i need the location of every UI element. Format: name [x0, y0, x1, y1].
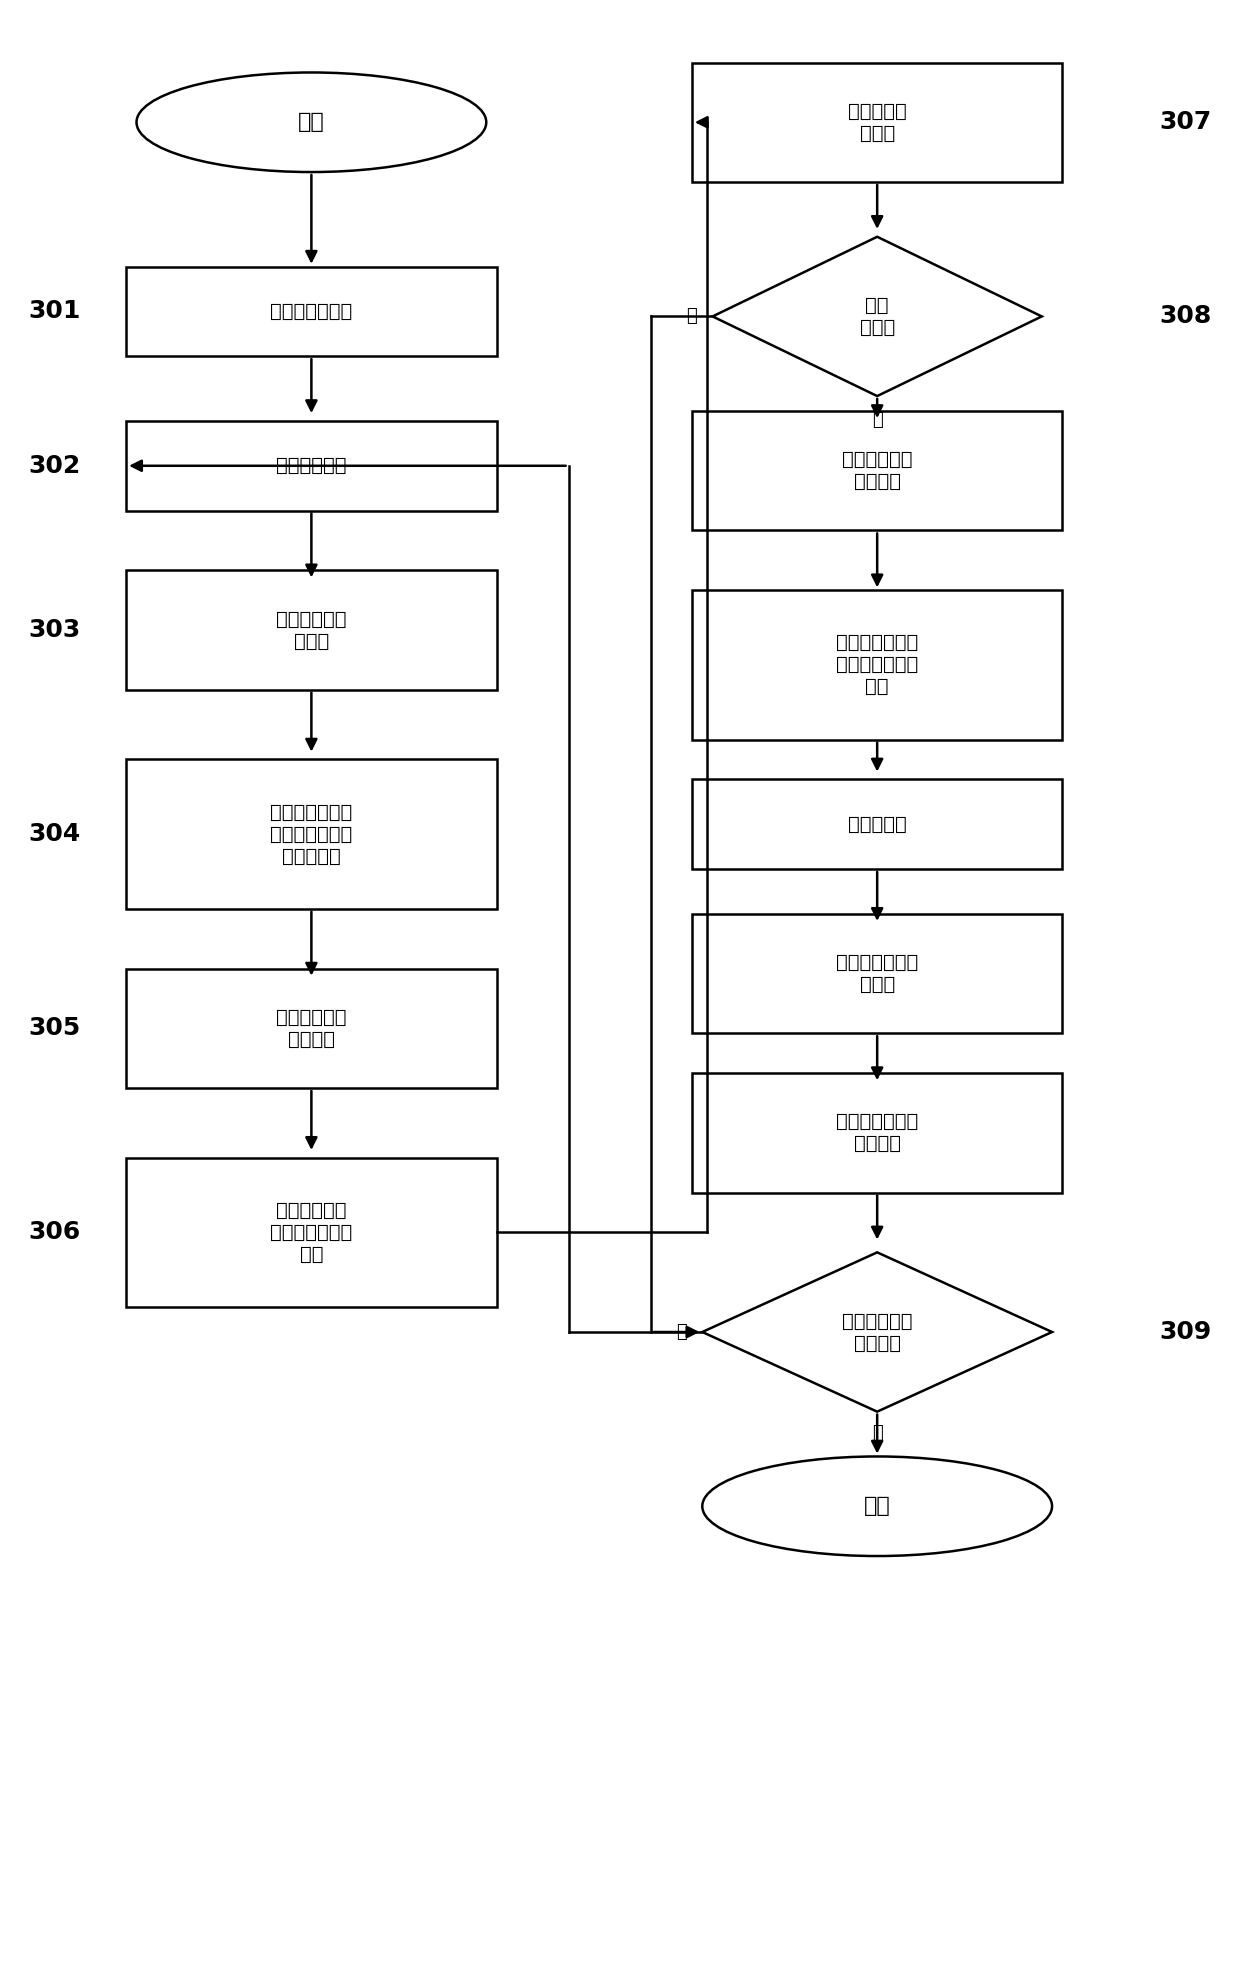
Polygon shape: [702, 1251, 1052, 1412]
Text: 307: 307: [1159, 111, 1211, 134]
Text: 网络节点达到
设定数目: 网络节点达到 设定数目: [842, 1311, 913, 1352]
FancyBboxPatch shape: [692, 1074, 1063, 1192]
Text: 309: 309: [1159, 1321, 1211, 1344]
Text: 找到最近点和
次近点: 找到最近点和 次近点: [277, 609, 347, 650]
Text: 308: 308: [1159, 304, 1211, 328]
Ellipse shape: [702, 1457, 1052, 1556]
FancyBboxPatch shape: [692, 591, 1063, 739]
FancyBboxPatch shape: [126, 421, 496, 510]
FancyBboxPatch shape: [692, 63, 1063, 182]
Text: 更新所有节点的
累计误差: 更新所有节点的 累计误差: [836, 1113, 919, 1153]
Text: 开始: 开始: [298, 113, 325, 132]
FancyBboxPatch shape: [126, 569, 496, 690]
Text: 更新获胜节点
累计误差: 更新获胜节点 累计误差: [277, 1008, 347, 1050]
Text: 302: 302: [29, 455, 81, 478]
Text: 301: 301: [29, 299, 81, 324]
FancyBboxPatch shape: [126, 969, 496, 1087]
Text: 304: 304: [29, 822, 81, 846]
Text: 否: 否: [676, 1323, 687, 1340]
Text: 结束: 结束: [864, 1497, 890, 1516]
FancyBboxPatch shape: [126, 759, 496, 909]
Text: 创建
新节点: 创建 新节点: [859, 297, 895, 336]
Text: 否: 否: [687, 306, 697, 326]
Text: 更新连接边
老化度: 更新连接边 老化度: [848, 101, 906, 142]
Text: 插入新节点: 插入新节点: [848, 815, 906, 834]
FancyBboxPatch shape: [692, 411, 1063, 530]
Text: 找到连接的节点
中最大累计误差
节点: 找到连接的节点 中最大累计误差 节点: [836, 633, 919, 696]
Text: 采集输入信号: 采集输入信号: [277, 457, 347, 474]
Text: 是: 是: [872, 1423, 883, 1441]
Text: 305: 305: [29, 1016, 81, 1040]
Text: 306: 306: [29, 1220, 81, 1244]
FancyBboxPatch shape: [126, 1159, 496, 1307]
FancyBboxPatch shape: [692, 913, 1063, 1034]
Text: 初始化节点空间: 初始化节点空间: [270, 302, 352, 320]
Text: 303: 303: [29, 619, 81, 643]
FancyBboxPatch shape: [692, 779, 1063, 870]
Text: 设定新节点对应
连接边: 设定新节点对应 连接边: [836, 953, 919, 994]
FancyBboxPatch shape: [126, 267, 496, 356]
Text: 若最近点与次近
点没有连接边，
创建连接边: 若最近点与次近 点没有连接边， 创建连接边: [270, 803, 352, 866]
Text: 找到最大累积
误差节点: 找到最大累积 误差节点: [842, 451, 913, 490]
Text: 更新获胜节点
及连接节点位置
向量: 更新获胜节点 及连接节点位置 向量: [270, 1200, 352, 1263]
Polygon shape: [713, 237, 1042, 395]
Ellipse shape: [136, 73, 486, 172]
Text: 是: 是: [872, 411, 883, 429]
